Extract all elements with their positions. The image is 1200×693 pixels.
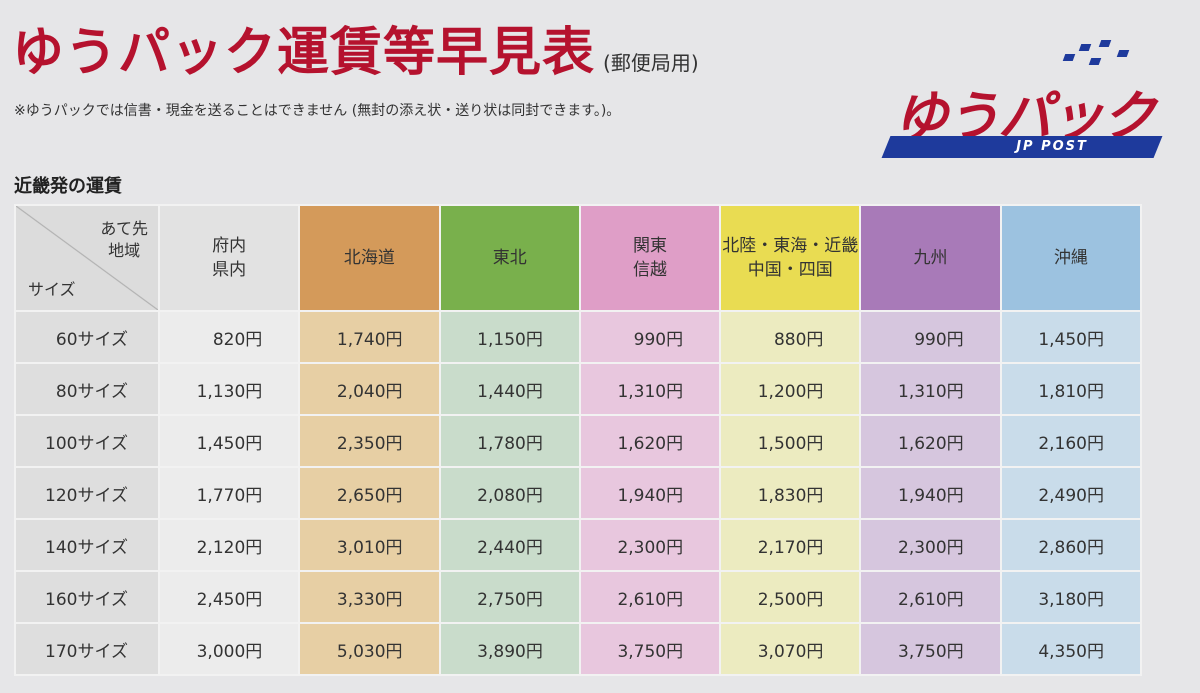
price-cell: 1,740円 xyxy=(298,310,441,364)
price-cell: 1,130円 xyxy=(157,362,301,416)
price-cell: 2,860円 xyxy=(999,518,1143,572)
price-cell: 820円 xyxy=(157,310,301,364)
region-header: 府内 県内 xyxy=(157,204,301,312)
table-row: 170サイズ 3,000円 5,030円 3,890円 3,750円 3,070円 3,75… xyxy=(14,622,1143,676)
section-heading: 近畿発の運賃 xyxy=(14,176,122,197)
price-cell: 2,650円 xyxy=(298,466,441,520)
table-corner: あて先地域 サイズ xyxy=(14,204,160,312)
logo-tagline: JP POST xyxy=(1016,139,1089,154)
region-name: 北海道 xyxy=(343,248,395,268)
size-label: 140サイズ xyxy=(14,518,160,572)
table-row: 60サイズ 820円 1,740円 1,150円 990円 880円 990円 1,450円 xyxy=(14,310,1143,364)
price-cell: 1,810円 xyxy=(999,362,1143,416)
price-cell: 3,000円 xyxy=(157,622,301,676)
size-label: 170サイズ xyxy=(14,622,160,676)
price-cell: 3,890円 xyxy=(438,622,581,676)
price-cell: 1,310円 xyxy=(578,362,722,416)
region-header: 北海道 xyxy=(298,204,441,312)
region-name: 九州 xyxy=(913,248,948,268)
price-cell: 990円 xyxy=(859,310,1002,364)
page-title: ゆうパック運賃等早見表 (郵便局用) xyxy=(12,10,699,85)
price-cell: 3,010円 xyxy=(298,518,441,572)
price-cell: 5,030円 xyxy=(298,622,441,676)
size-label: 100サイズ xyxy=(14,414,160,468)
price-cell: 1,620円 xyxy=(859,414,1002,468)
price-cell: 1,200円 xyxy=(719,362,862,416)
price-cell: 2,610円 xyxy=(578,570,722,624)
title-text: ゆうパック運賃等早見表 xyxy=(12,23,596,83)
table-row: 100サイズ 1,450円 2,350円 1,780円 1,620円 1,500円 1,62… xyxy=(14,414,1143,468)
price-cell: 1,940円 xyxy=(859,466,1002,520)
region-name-line2: 県内 xyxy=(212,260,247,280)
corner-region-label: 地域 xyxy=(108,241,141,260)
price-cell: 1,150円 xyxy=(438,310,581,364)
region-name: 北陸・東海・近畿 xyxy=(722,236,859,256)
rate-table: あて先地域 サイズ 府内県内 北海道 東北 関東信越 北陸・東海・近畿 中国・四国… xyxy=(14,204,1143,676)
price-cell: 3,330円 xyxy=(298,570,441,624)
price-cell: 2,300円 xyxy=(578,518,722,572)
price-cell: 2,300円 xyxy=(859,518,1002,572)
region-header: 東北 xyxy=(438,204,581,312)
price-cell: 1,620円 xyxy=(578,414,722,468)
price-cell: 2,500円 xyxy=(719,570,862,624)
price-cell: 2,160円 xyxy=(999,414,1143,468)
price-cell: 2,170円 xyxy=(719,518,862,572)
price-cell: 2,450円 xyxy=(157,570,301,624)
table-row: 80サイズ 1,130円 2,040円 1,440円 1,310円 1,200円 1,310… xyxy=(14,362,1143,416)
region-name-line2: 中国・四国 xyxy=(747,260,833,280)
price-cell: 1,770円 xyxy=(157,466,301,520)
price-cell: 3,070円 xyxy=(719,622,862,676)
price-cell: 2,490円 xyxy=(999,466,1143,520)
size-label: 120サイズ xyxy=(14,466,160,520)
price-cell: 990円 xyxy=(578,310,722,364)
region-header: 沖縄 xyxy=(999,204,1143,312)
price-cell: 1,780円 xyxy=(438,414,581,468)
notice-text: ※ゆうパックでは信書・現金を送ることはできません (無封の添え状・送り状は同封で… xyxy=(14,103,621,119)
price-cell: 1,500円 xyxy=(719,414,862,468)
table-row: 160サイズ 2,450円 3,330円 2,750円 2,610円 2,500円 2,61… xyxy=(14,570,1143,624)
price-cell: 4,350円 xyxy=(999,622,1143,676)
size-label: 160サイズ xyxy=(14,570,160,624)
price-cell: 3,750円 xyxy=(578,622,722,676)
header-row: あて先地域 サイズ 府内県内 北海道 東北 関東信越 北陸・東海・近畿 中国・四国… xyxy=(14,204,1143,312)
price-cell: 3,180円 xyxy=(999,570,1143,624)
region-name-line2: 信越 xyxy=(632,260,667,280)
price-cell: 2,610円 xyxy=(859,570,1002,624)
region-name: 沖縄 xyxy=(1053,248,1088,268)
rate-body: 60サイズ 820円 1,740円 1,150円 990円 880円 990円 1,450円 8… xyxy=(14,310,1143,676)
price-cell: 2,440円 xyxy=(438,518,581,572)
price-cell: 2,080円 xyxy=(438,466,581,520)
region-name: 関東 xyxy=(632,236,667,256)
table-row: 120サイズ 1,770円 2,650円 2,080円 1,940円 1,830円 1,94… xyxy=(14,466,1143,520)
price-cell: 880円 xyxy=(719,310,862,364)
price-cell: 1,310円 xyxy=(859,362,1002,416)
yupack-logo: ゆうパック JP POST xyxy=(880,40,1180,165)
price-cell: 1,830円 xyxy=(719,466,862,520)
region-header: 関東 信越 xyxy=(578,204,722,312)
region-name: 府内 xyxy=(212,236,247,256)
size-label: 80サイズ xyxy=(14,362,160,416)
logo-bar: JP POST xyxy=(881,136,1163,158)
price-cell: 1,440円 xyxy=(438,362,581,416)
price-cell: 2,040円 xyxy=(298,362,441,416)
price-cell: 1,450円 xyxy=(999,310,1143,364)
title-subtitle: (郵便局用) xyxy=(603,51,699,75)
price-cell: 2,120円 xyxy=(157,518,301,572)
price-cell: 3,750円 xyxy=(859,622,1002,676)
corner-size-label: サイズ xyxy=(28,280,76,299)
region-header: 九州 xyxy=(859,204,1002,312)
price-cell: 2,750円 xyxy=(438,570,581,624)
corner-dest-label: あて先 xyxy=(100,219,148,238)
size-label: 60サイズ xyxy=(14,310,160,364)
price-cell: 1,940円 xyxy=(578,466,722,520)
price-cell: 1,450円 xyxy=(157,414,301,468)
table-row: 140サイズ 2,120円 3,010円 2,440円 2,300円 2,170円 2,30… xyxy=(14,518,1143,572)
region-name: 東北 xyxy=(492,248,527,268)
region-header: 北陸・東海・近畿 中国・四国 xyxy=(719,204,862,312)
price-cell: 2,350円 xyxy=(298,414,441,468)
